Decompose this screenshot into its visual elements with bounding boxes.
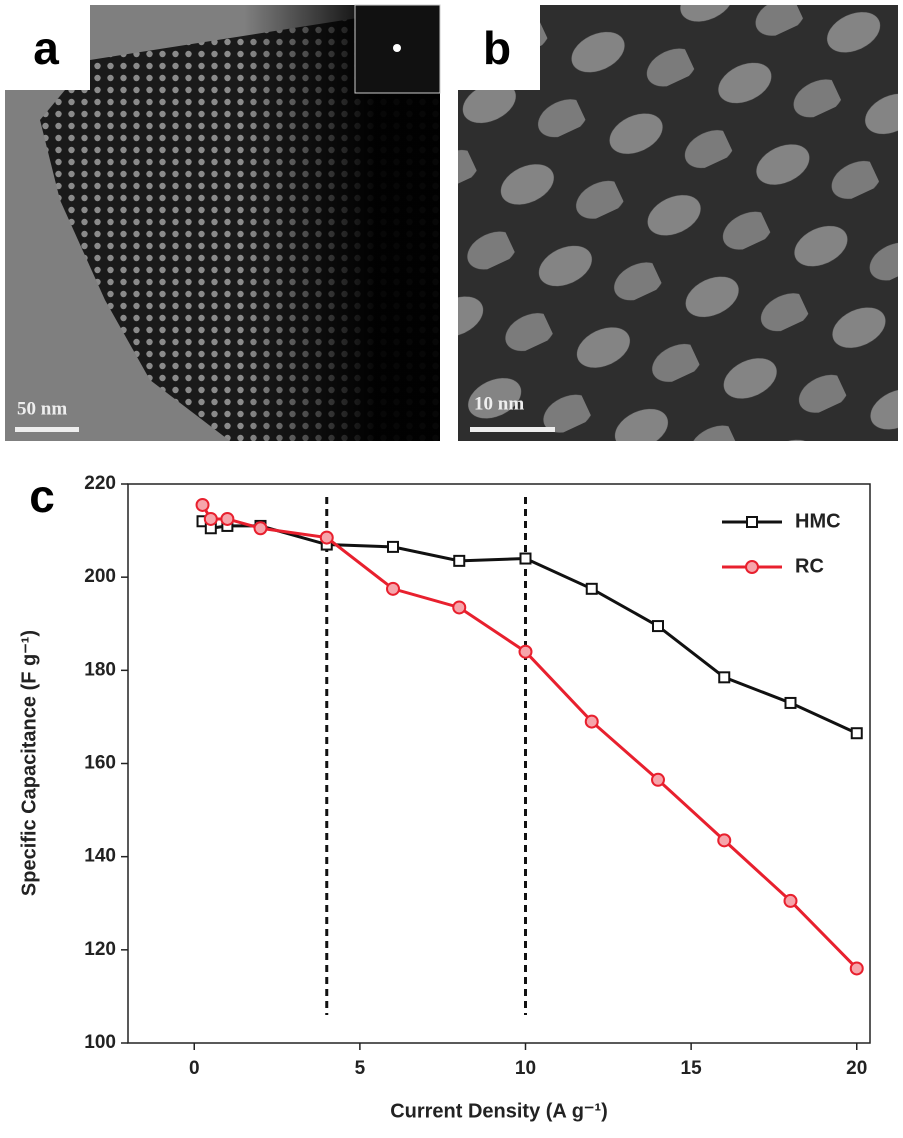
- marker: [518, 644, 533, 659]
- marker: [652, 620, 664, 633]
- marker: [784, 696, 797, 709]
- marker: [195, 497, 210, 512]
- panel-label: c: [29, 470, 55, 522]
- marker: [519, 552, 532, 565]
- y-tick-label: 140: [84, 846, 116, 867]
- y-tick-label: 120: [84, 939, 116, 960]
- x-tick-label: 10: [515, 1058, 536, 1079]
- legend-marker: [746, 516, 758, 528]
- y-tick-label: 180: [84, 659, 116, 680]
- legend-marker: [745, 560, 759, 574]
- marker: [717, 833, 732, 848]
- panel-label: b: [483, 22, 511, 74]
- series-line: [201, 504, 858, 970]
- marker: [203, 511, 218, 526]
- x-tick-label: 0: [189, 1058, 200, 1079]
- y-tick-label: 100: [84, 1032, 116, 1053]
- marker: [220, 511, 235, 526]
- x-tick-label: 20: [846, 1058, 867, 1079]
- marker: [584, 714, 599, 729]
- x-tick-label: 5: [355, 1058, 366, 1079]
- marker: [453, 554, 466, 567]
- legend-label: HMC: [795, 510, 841, 532]
- marker: [585, 582, 598, 595]
- x-tick-label: 15: [681, 1058, 703, 1079]
- marker: [783, 893, 798, 908]
- marker: [718, 671, 731, 684]
- scale-bar-label: 50 nm: [17, 398, 67, 419]
- marker: [849, 961, 864, 976]
- panel-b-image: [458, 5, 898, 441]
- marker: [850, 727, 863, 740]
- x-axis-label: Current Density (A g⁻¹): [390, 1100, 608, 1122]
- marker: [651, 772, 665, 787]
- y-tick-label: 160: [84, 753, 116, 774]
- panel-label: a: [33, 22, 59, 74]
- marker: [387, 540, 399, 553]
- marker: [253, 521, 268, 536]
- y-tick-label: 200: [84, 566, 116, 587]
- marker: [319, 530, 334, 545]
- marker: [386, 581, 400, 596]
- y-axis-label: Specific Capacitance (F g⁻¹): [18, 630, 40, 896]
- marker: [452, 600, 467, 615]
- panel-a-image: [5, 4, 441, 441]
- scale-bar-label: 10 nm: [474, 393, 524, 414]
- y-tick-label: 220: [84, 473, 116, 494]
- legend-label: RC: [795, 555, 824, 577]
